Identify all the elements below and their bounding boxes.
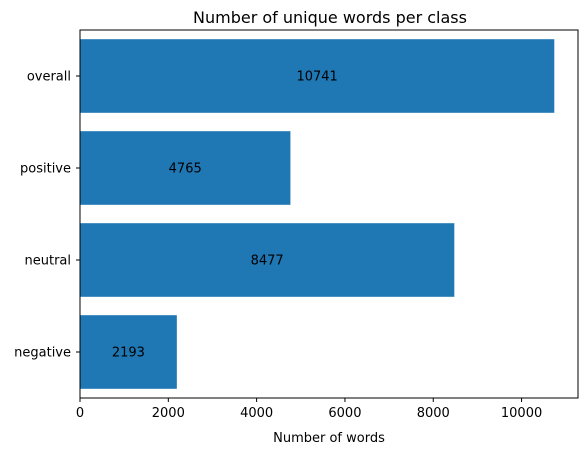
bar-negative [80, 315, 177, 389]
data-label-negative: 2193 [112, 346, 145, 361]
bar-overall [80, 39, 555, 113]
axes-frame [79, 29, 579, 399]
x-tick-label-4000: 4000 [240, 406, 273, 421]
x-tick-label-2000: 2000 [152, 406, 185, 421]
x-tick-label-10000: 10000 [501, 406, 542, 421]
y-tick-label-positive: positive [20, 162, 71, 177]
x-tick-label-8000: 8000 [417, 406, 450, 421]
bar-neutral [80, 223, 455, 297]
x-axis: 0 2000 4000 6000 8000 10000 [76, 398, 542, 421]
data-label-positive: 4765 [169, 162, 202, 177]
plot-area: 10741 4765 8477 2193 [80, 39, 555, 389]
y-tick-label-overall: overall [27, 70, 71, 85]
data-label-overall: 10741 [296, 70, 337, 85]
y-tick-label-negative: negative [14, 346, 71, 361]
y-tick-label-neutral: neutral [25, 254, 72, 269]
x-tick-label-6000: 6000 [328, 406, 361, 421]
y-axis: overall positive neutral negative [14, 70, 80, 361]
data-label-neutral: 8477 [251, 254, 284, 269]
bar-positive [80, 131, 291, 205]
x-axis-label: Number of words [273, 431, 385, 446]
x-tick-label-0: 0 [76, 406, 84, 421]
chart-title: Number of unique words per class [193, 8, 467, 27]
